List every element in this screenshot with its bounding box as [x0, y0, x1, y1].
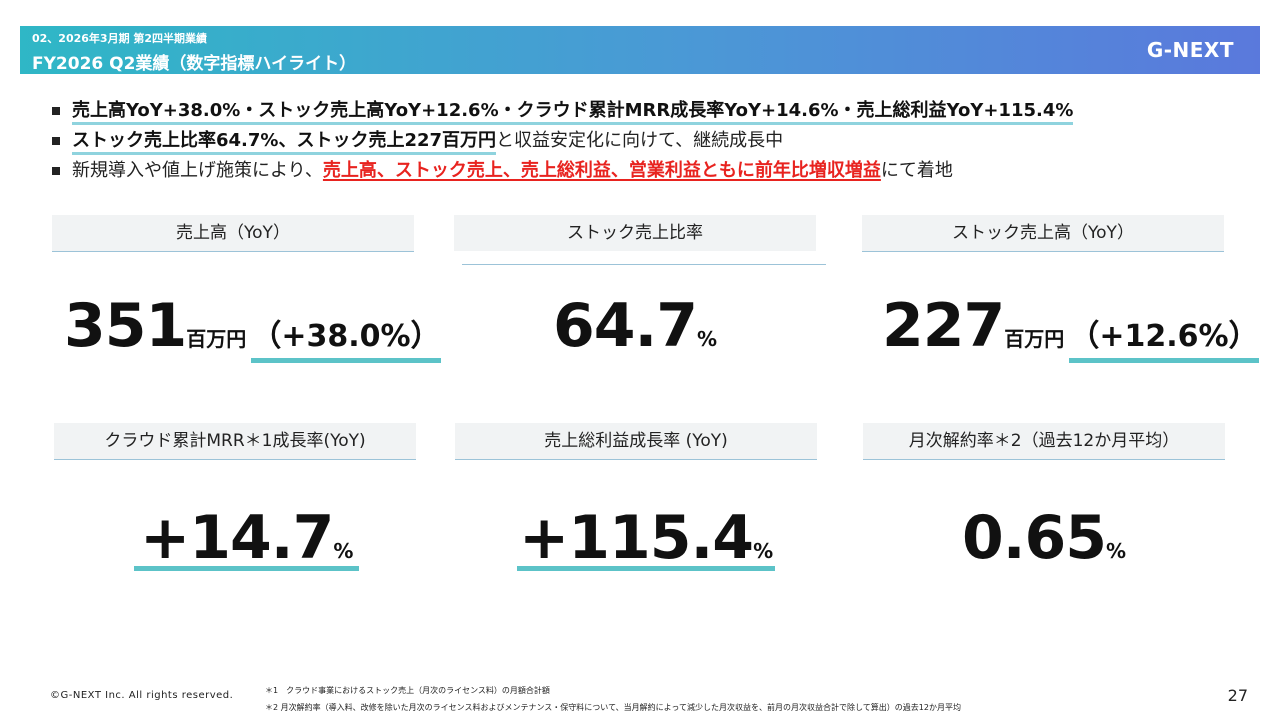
bullet-square-icon — [52, 137, 60, 145]
kpi-value: 64.7 — [552, 291, 698, 361]
page-number: 27 — [1227, 686, 1248, 705]
kpi-value-row: +115.4% — [517, 503, 776, 573]
kpi-value: 227 — [882, 291, 1005, 361]
kpi-value: 351 — [64, 291, 187, 361]
footnote: ＊1 クラウド事業におけるストック売上（月次のライセンス料）の月額合計額 — [265, 686, 550, 695]
kpi-change: （+38.0%） — [251, 319, 441, 363]
bullet-text: ストック売上比率64.7%、ストック売上227百万円 — [72, 130, 497, 155]
kpi-label: 売上高（YoY） — [52, 215, 414, 252]
page-title: FY2026 Q2業績（数字指標ハイライト） — [32, 54, 357, 74]
divider — [462, 264, 826, 265]
kpi-value-row: 351百万円 （+38.0%） — [64, 291, 441, 363]
bullet-text: にて着地 — [880, 160, 953, 181]
kpi-value-row: +14.7% — [134, 503, 360, 573]
kpi-unit: % — [697, 327, 718, 351]
kpi-unit: 百万円 — [1004, 327, 1065, 351]
footnotes: ＊1 クラウド事業におけるストック売上（月次のライセンス料）の月額合計額 ＊2 … — [265, 682, 961, 716]
kpi-unit: % — [753, 539, 774, 563]
kpi-value-row: 64.7% — [454, 291, 816, 361]
kpi-label: クラウド累計MRR＊1成長率(YoY) — [54, 423, 416, 460]
highlight-bullets: 売上高YoY+38.0%・ストック売上高YoY+12.6%・クラウド累計MRR成… — [52, 96, 1252, 186]
kpi-unit: % — [333, 539, 354, 563]
bullet-square-icon — [52, 107, 60, 115]
copyright: ©G-NEXT Inc. All rights reserved. — [50, 690, 234, 701]
kpi-value: +115.4 — [519, 503, 754, 573]
kpi-card-sales: 売上高（YoY） 351百万円 （+38.0%） — [52, 215, 441, 363]
kpi-value: +14.7 — [140, 503, 334, 573]
kpi-unit: 百万円 — [186, 327, 247, 351]
footnote: ＊2 月次解約率（導入料、改修を除いた月次のライセンス料およびメンテナンス・保守… — [265, 703, 961, 712]
bullet-emphasis-text: 売上高、ストック売上、売上総利益、営業利益ともに前年比増収増益 — [322, 160, 881, 181]
kpi-underline: +115.4% — [517, 503, 776, 573]
kpi-value-row: 0.65% — [863, 503, 1225, 573]
section-subtitle: 02、2026年3月期 第2四半期業績 — [32, 32, 208, 45]
bullet-text: 売上高YoY+38.0%・ストック売上高YoY+12.6%・クラウド累計MRR成… — [72, 100, 1074, 125]
bullet-text: と収益安定化に向けて、継続成長中 — [496, 130, 784, 151]
kpi-label: 売上総利益成長率 (YoY) — [455, 423, 817, 460]
kpi-unit: % — [1106, 539, 1127, 563]
kpi-card-stock-sales: ストック売上高（YoY） 227百万円 （+12.6%） — [862, 215, 1259, 363]
kpi-value-row: 227百万円 （+12.6%） — [882, 291, 1259, 363]
kpi-change: （+12.6%） — [1069, 319, 1259, 363]
bullet-item: 売上高YoY+38.0%・ストック売上高YoY+12.6%・クラウド累計MRR成… — [52, 96, 1252, 126]
kpi-label: ストック売上比率 — [454, 215, 816, 251]
kpi-card-stock-ratio: ストック売上比率 64.7% — [454, 215, 826, 361]
kpi-label: 月次解約率＊2（過去12か月平均） — [863, 423, 1225, 460]
kpi-label: ストック売上高（YoY） — [862, 215, 1224, 252]
kpi-underline: +14.7% — [134, 503, 360, 573]
kpi-card-churn: 月次解約率＊2（過去12か月平均） 0.65% — [863, 423, 1225, 573]
bullet-square-icon — [52, 167, 60, 175]
kpi-card-gross-profit-growth: 売上総利益成長率 (YoY) +115.4% — [455, 423, 817, 573]
bullet-item: ストック売上比率64.7%、ストック売上227百万円と収益安定化に向けて、継続成… — [52, 126, 1252, 156]
kpi-card-mrr-growth: クラウド累計MRR＊1成長率(YoY) +14.7% — [54, 423, 416, 573]
header-bar: 02、2026年3月期 第2四半期業績 FY2026 Q2業績（数字指標ハイライ… — [20, 26, 1260, 74]
bullet-text: 新規導入や値上げ施策により、 — [72, 160, 323, 181]
bullet-item: 新規導入や値上げ施策により、売上高、ストック売上、売上総利益、営業利益ともに前年… — [52, 156, 1252, 186]
company-logo: G-NEXT — [1146, 38, 1234, 62]
kpi-value: 0.65 — [961, 503, 1107, 573]
